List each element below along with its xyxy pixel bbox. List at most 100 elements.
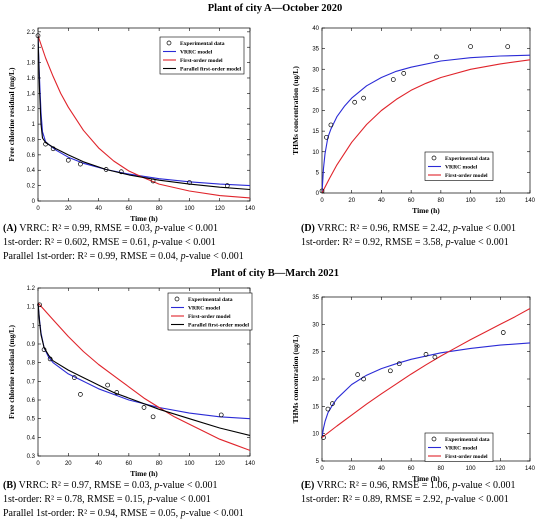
x-tick-label: 60 [126,461,133,467]
y-tick-label: 0.7 [27,379,36,385]
caption-stats: VRRC: R² = 0.96, RMSE = 2.42, [314,223,453,234]
caption-p-symbol: p [152,237,158,248]
data-point [330,401,335,406]
data-point [224,183,230,188]
y-tick-label: 0.4 [27,435,36,441]
data-point [37,302,42,308]
series-line-parallel-first-order-model [38,35,250,191]
caption-panel-label: (D) [301,223,315,234]
y-tick-label: 1.1 [27,305,36,311]
x-tick-label: 100 [184,461,195,467]
legend-marker [431,436,437,442]
x-tick-label: 80 [438,198,445,204]
caption-panel-label: (A) [3,223,17,234]
legend-label: VRRC model [180,50,213,56]
legend-label: Parallel first-order model [188,323,250,329]
y-tick-label: 35 [312,295,319,301]
y-tick-label: 15 [312,129,319,135]
data-point [141,405,147,410]
y-tick-label: 1.6 [27,76,36,82]
legend-marker [166,40,172,46]
legend-label: Parallel first-order model [180,67,242,73]
y-tick-label: 1 [32,323,36,329]
x-tick-label: 60 [408,466,415,472]
caption-p-symbol: p [180,508,186,519]
caption-a-line: 1st-order: R² = 0.602, RMSE = 0.61, p-va… [3,236,216,249]
x-tick-label: 40 [378,198,385,204]
x-tick-label: 0 [320,198,324,204]
x-tick-label: 60 [408,198,415,204]
x-tick-label: 80 [156,206,163,212]
x-tick-label: 140 [245,206,256,212]
data-point [390,77,396,82]
legend-marker [174,296,180,302]
y-tick-label: 10 [312,432,319,438]
caption-p-value: -value < 0.001 [159,223,219,234]
data-point [500,330,506,335]
legend-label: VRRC model [445,446,478,452]
x-tick-label: 120 [495,466,506,472]
series-line-first-order-model [322,308,530,438]
chart-E: 0 20 40 60 80 100 120 140 5 10 15 20 25 30 35 Time (h) T… [291,295,536,483]
caption-stats: Parallel 1st-order: R² = 0.94, RMSE = 0.… [3,508,181,519]
data-point [361,376,366,382]
data-point [387,368,393,374]
y-axis-label: Free chlorine residual (mg/L) [7,67,16,162]
x-tick-label: 120 [495,198,506,204]
data-point [118,169,124,175]
data-point [103,167,109,172]
series-line-vrrc-model [322,54,530,193]
data-point [47,356,53,362]
data-point [468,44,473,49]
data-point [319,188,325,194]
data-point [50,146,56,152]
data-point [432,354,438,360]
caption-a-line: (A) VRRC: R² = 0.99, RMSE = 0.03, p-valu… [3,222,218,235]
x-tick-label: 40 [95,461,102,467]
data-point [41,347,47,352]
data-point [218,412,224,418]
legend-marker [431,155,437,161]
y-tick-label: 0.6 [27,398,36,404]
section-title-city-a: Plant of city A—October 2020 [207,3,343,14]
legend-label: VRRC model [188,306,221,312]
y-tick-label: 2 [32,45,36,51]
caption-stats: VRRC: R² = 0.97, RMSE = 0.03, [16,480,155,491]
y-tick-label: 25 [312,88,319,94]
y-tick-label: 0.8 [27,361,36,367]
legend-label: Experimental data [445,156,490,162]
series-line-first-order-model [38,35,250,199]
caption-b-line: (B) VRRC: R² = 0.97, RMSE = 0.03, p-valu… [3,479,217,492]
legend: Experimental data VRRC model First-order m… [167,292,253,331]
legend: Experimental data VRRC model First-order m… [424,432,494,462]
x-tick-label: 0 [36,461,40,467]
data-point [355,372,361,377]
data-point [78,392,83,397]
y-tick-label: 0 [316,191,320,197]
x-tick-label: 0 [36,206,40,212]
data-point [325,406,331,412]
data-point [114,390,120,395]
x-tick-label: 140 [525,466,536,472]
data-point [423,352,429,357]
caption-stats: VRRC: R² = 0.99, RMSE = 0.03, [16,223,155,234]
caption-p-value: -value < 0.001 [457,480,516,491]
caption-stats: 1st-order: R² = 0.92, RMSE = 3.58, [301,237,446,248]
y-tick-label: 20 [312,109,319,115]
data-point [105,382,111,388]
data-point [187,180,192,185]
y-tick-label: 0.8 [27,137,36,143]
legend: Experimental data VRRC model First-order m… [159,36,245,75]
x-tick-label: 120 [215,206,226,212]
legend-label: First-order model [180,58,223,64]
caption-stats: 1st-order: R² = 0.78, RMSE = 0.15, [3,494,148,505]
legend: Experimental data VRRC model First-order m… [424,151,494,181]
x-tick-label: 100 [466,466,477,472]
x-axis-label: Time (h) [130,214,158,223]
x-axis-label: Time (h) [412,206,440,215]
chart-D: 0 20 40 60 80 100 120 140 0 5 10 15 20 25 30 35 40 Time (… [291,26,536,215]
x-tick-label: 80 [438,466,445,472]
y-tick-label: 0.2 [27,184,36,190]
caption-p-symbol: p [147,494,153,505]
